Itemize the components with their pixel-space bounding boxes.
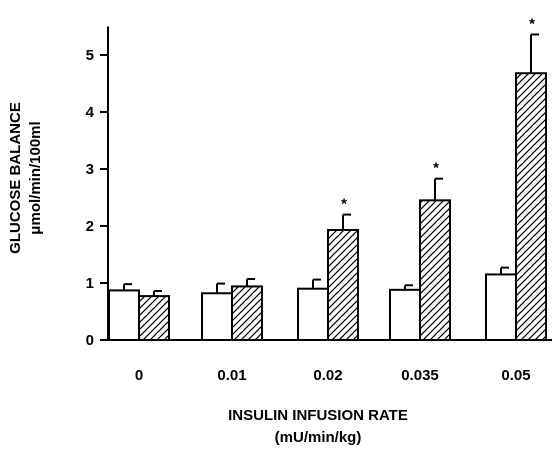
significance-marker: * [433, 160, 439, 177]
hatched-bar [419, 199, 451, 341]
open-bar [297, 287, 329, 342]
bar-group: * [297, 196, 359, 342]
significance-marker: * [341, 196, 347, 213]
y-tick-label: 0 [86, 332, 94, 349]
x-axis-title-line1: INSULIN INFUSION RATE [228, 407, 408, 424]
open-bar [108, 289, 140, 342]
y-axis-title-line2: μmol/min/100ml [27, 121, 44, 234]
open-bar [485, 273, 517, 342]
bar-group: * [389, 160, 451, 341]
x-tick-labels: 0 0.01 0.02 0.035 0.05 [135, 367, 531, 384]
x-tick-label: 0.035 [401, 367, 439, 384]
hatched-bar [515, 72, 547, 342]
y-tick-label: 2 [86, 218, 94, 235]
bar-group [108, 283, 170, 342]
open-bar [389, 288, 421, 341]
significance-marker: * [529, 15, 535, 32]
x-tick-label: 0 [135, 367, 143, 384]
bars: * * * [108, 15, 547, 342]
hatched-bar [231, 285, 263, 342]
y-tick-label: 5 [86, 47, 94, 64]
y-tick-label: 1 [86, 275, 94, 292]
hatched-bar [327, 228, 359, 342]
hatched-bar [138, 295, 170, 341]
bar-group [201, 278, 263, 342]
y-axis-title-line1: GLUCOSE BALANCE [7, 102, 24, 254]
bar-group: * [485, 15, 547, 342]
x-tick-label: 0.02 [313, 367, 342, 384]
y-tick-labels: 0 1 2 3 4 5 [86, 47, 95, 349]
x-tick-label: 0.01 [217, 367, 246, 384]
x-tick-label: 0.05 [501, 367, 530, 384]
x-axis-title-line2: (mU/min/kg) [275, 429, 362, 446]
y-tick-label: 4 [86, 104, 95, 121]
open-bar [201, 292, 233, 342]
y-tick-label: 3 [86, 161, 94, 178]
